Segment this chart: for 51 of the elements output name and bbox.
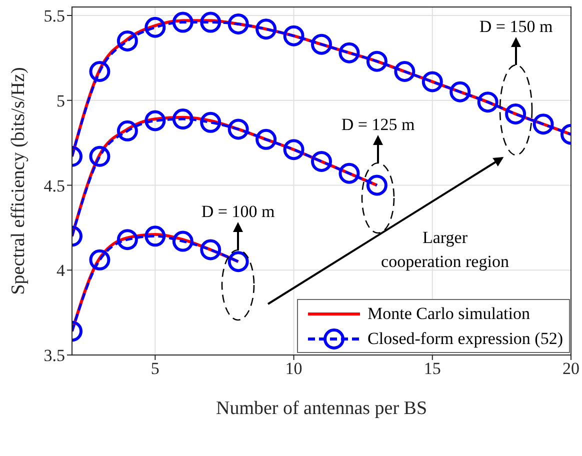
legend-label: Closed-form expression (52) xyxy=(368,328,563,348)
point xyxy=(200,239,222,260)
point xyxy=(144,16,166,38)
point xyxy=(116,229,138,250)
y-tick-label: 3.5 xyxy=(44,346,65,366)
point xyxy=(228,13,249,34)
annotation: D = 125 m xyxy=(341,115,415,134)
point xyxy=(144,226,166,247)
point xyxy=(89,61,110,82)
point xyxy=(338,162,360,184)
point xyxy=(311,34,332,55)
point xyxy=(505,103,526,124)
point xyxy=(338,42,360,64)
point xyxy=(283,139,304,160)
point xyxy=(283,25,304,46)
point xyxy=(89,249,110,270)
annotation: Larger cooperation region xyxy=(381,228,510,271)
x-axis-title: Number of antennas per BS xyxy=(216,398,428,419)
point xyxy=(200,12,222,33)
point xyxy=(256,18,277,40)
point xyxy=(394,61,416,82)
annotation: D = 100 m xyxy=(201,202,275,221)
point xyxy=(116,120,138,142)
point xyxy=(89,146,110,167)
point xyxy=(200,112,222,133)
point xyxy=(477,92,498,113)
y-tick-label: 5 xyxy=(56,91,65,110)
point xyxy=(366,174,388,196)
point xyxy=(172,108,194,130)
point xyxy=(144,110,166,132)
x-tick-label: 5 xyxy=(150,359,160,378)
point xyxy=(116,30,138,52)
point xyxy=(228,118,249,140)
y-axis-title: Spectral efficiency (bits/s/Hz) xyxy=(8,67,29,295)
point xyxy=(228,251,249,272)
x-tick-label: 15 xyxy=(424,359,441,378)
y-tick-label: 5.5 xyxy=(44,6,65,26)
annotation: D = 150 m xyxy=(479,17,553,36)
legend-label: Monte Carlo simulation xyxy=(368,304,530,324)
x-tick-label: 10 xyxy=(285,359,302,378)
point xyxy=(366,50,388,72)
point xyxy=(450,81,471,102)
y-tick-label: 4.5 xyxy=(44,176,65,196)
point xyxy=(311,150,332,172)
point xyxy=(172,12,194,33)
point xyxy=(256,128,277,150)
x-tick-label: 20 xyxy=(562,359,580,378)
point xyxy=(172,230,194,252)
y-tick-label: 4 xyxy=(56,261,66,280)
point xyxy=(532,114,554,135)
point xyxy=(422,71,443,92)
